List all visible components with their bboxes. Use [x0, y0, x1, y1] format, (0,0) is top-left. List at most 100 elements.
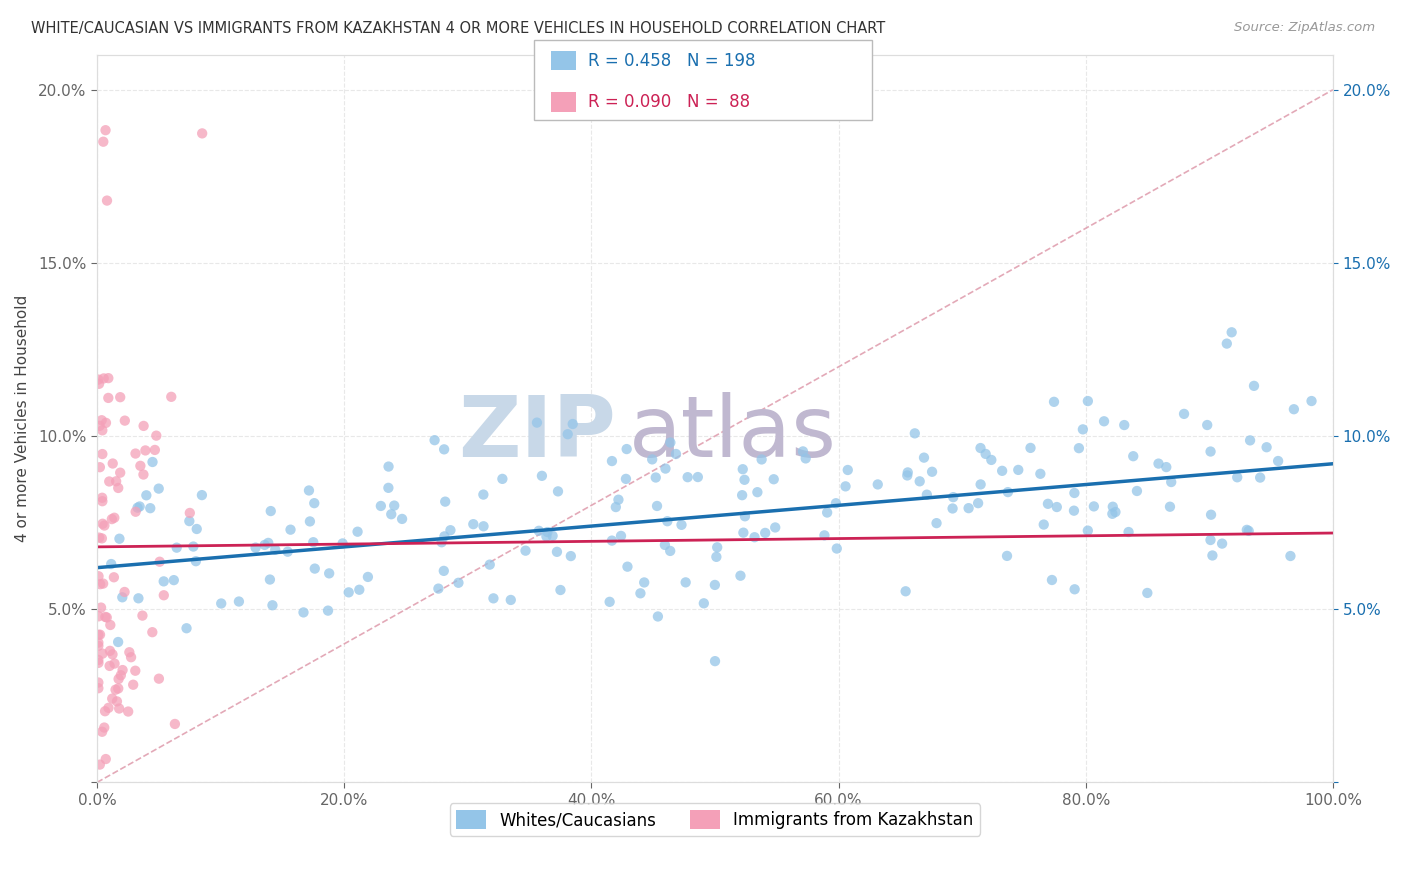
Point: [128, 500, 150, 514]
Point: [134, 443, 156, 458]
Point: [1211, 536, 1233, 550]
Text: R = 0.090   N =  88: R = 0.090 N = 88: [588, 93, 749, 111]
Point: [610, 529, 633, 543]
Legend: Whites/Caucasians, Immigrants from Kazakhstan: Whites/Caucasians, Immigrants from Kazak…: [450, 804, 980, 836]
Text: R = 0.458   N = 198: R = 0.458 N = 198: [588, 52, 755, 70]
Point: [1043, 394, 1066, 409]
Point: [908, 475, 931, 489]
Point: [132, 418, 155, 433]
Point: [98, 618, 121, 632]
Point: [536, 529, 558, 543]
Point: [98, 659, 121, 673]
Point: [942, 501, 965, 516]
Point: [94, 610, 117, 624]
Point: [1159, 500, 1181, 514]
Point: [969, 477, 991, 491]
Point: [995, 549, 1018, 563]
Point: [176, 621, 198, 635]
Point: [91, 516, 114, 531]
Point: [1156, 460, 1178, 475]
Point: [107, 681, 129, 696]
Point: [433, 564, 456, 578]
Point: [304, 561, 326, 575]
Point: [118, 645, 141, 659]
Point: [616, 559, 638, 574]
Point: [292, 606, 315, 620]
Point: [107, 481, 129, 495]
Point: [754, 525, 776, 540]
Point: [152, 574, 174, 589]
Point: [482, 591, 505, 606]
Point: [179, 514, 201, 528]
Point: [813, 528, 835, 542]
Point: [675, 575, 697, 590]
Point: [1201, 549, 1223, 563]
Point: [260, 504, 283, 518]
Point: [499, 593, 522, 607]
Point: [228, 594, 250, 608]
Point: [110, 668, 132, 682]
Point: [686, 470, 709, 484]
Point: [304, 496, 326, 510]
Point: [94, 704, 117, 718]
Point: [94, 752, 117, 766]
Point: [101, 512, 124, 526]
Point: [1019, 441, 1042, 455]
Point: [253, 538, 276, 552]
Point: [179, 506, 201, 520]
Point: [628, 586, 651, 600]
Point: [957, 501, 980, 516]
Point: [472, 487, 495, 501]
Point: [1237, 524, 1260, 538]
Point: [101, 457, 124, 471]
Point: [641, 452, 664, 467]
Point: [599, 595, 621, 609]
Point: [318, 566, 340, 581]
Point: [427, 582, 450, 596]
Point: [90, 413, 112, 427]
Point: [91, 494, 114, 508]
Point: [132, 467, 155, 482]
Point: [792, 444, 814, 458]
Point: [645, 499, 668, 513]
Point: [1101, 500, 1123, 514]
Point: [1046, 500, 1069, 514]
Point: [744, 530, 766, 544]
Point: [91, 423, 114, 437]
Point: [560, 549, 582, 563]
Point: [108, 701, 131, 715]
Point: [264, 542, 287, 557]
Point: [332, 536, 354, 550]
Point: [997, 485, 1019, 500]
Point: [557, 427, 579, 442]
Point: [87, 635, 110, 649]
Point: [447, 575, 470, 590]
Point: [107, 672, 129, 686]
Point: [94, 123, 117, 137]
Point: [108, 532, 131, 546]
Point: [825, 541, 848, 556]
Point: [93, 721, 115, 735]
Point: [1160, 475, 1182, 489]
Point: [815, 506, 838, 520]
Point: [141, 455, 163, 469]
Point: [87, 569, 110, 583]
Point: [541, 529, 564, 543]
Point: [87, 639, 110, 653]
Point: [1083, 500, 1105, 514]
Point: [734, 509, 756, 524]
Point: [731, 462, 754, 476]
Point: [671, 517, 693, 532]
Point: [111, 663, 134, 677]
Point: [382, 499, 405, 513]
Point: [148, 482, 170, 496]
Point: [316, 604, 339, 618]
Point: [280, 523, 302, 537]
Point: [1197, 417, 1219, 432]
Point: [87, 376, 110, 391]
Point: [129, 458, 152, 473]
Point: [515, 543, 537, 558]
Point: [96, 610, 118, 624]
Point: [1216, 336, 1239, 351]
Point: [87, 609, 110, 624]
